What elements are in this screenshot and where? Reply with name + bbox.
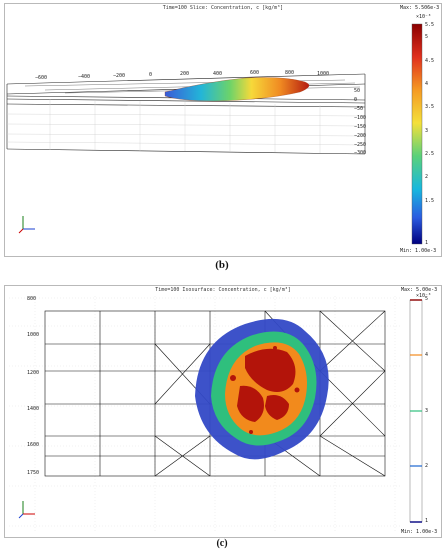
y-tick: 0 bbox=[354, 97, 357, 103]
figure-caption-c: (c) bbox=[216, 538, 228, 549]
concentration-slice bbox=[164, 77, 310, 102]
colorbar-tick: 1 bbox=[425, 518, 429, 524]
x-tick: 1000 bbox=[317, 71, 329, 77]
y-tick: 1400 bbox=[27, 406, 39, 412]
y-tick: −50 bbox=[354, 106, 363, 112]
colorbar-tick: 4.5 bbox=[425, 58, 435, 64]
colorbar-min-label: Min: 1.00e-3 bbox=[400, 248, 437, 254]
x-tick: −600 bbox=[35, 75, 47, 81]
colorbar-exponent: ×10⁻³ bbox=[416, 293, 432, 299]
x-tick: 0 bbox=[149, 72, 152, 78]
axis-triad-icon bbox=[18, 216, 35, 234]
colorbar-gradient bbox=[411, 23, 423, 245]
isosurface-plot-canvas[interactable]: 800 1000 1200 1400 1600 1750 bbox=[5, 286, 441, 537]
y-tick: 50 bbox=[354, 88, 360, 94]
y-tick: 1200 bbox=[27, 370, 39, 376]
x-tick: 600 bbox=[250, 70, 259, 76]
x-tick: 800 bbox=[285, 70, 294, 76]
colorbar-tick: 1.5 bbox=[425, 198, 435, 204]
colorbar-tick: 4 bbox=[425, 352, 429, 358]
colorbar-tick: 5 bbox=[425, 34, 429, 40]
axis-triad-icon bbox=[18, 501, 35, 519]
figure-caption-b: (b) bbox=[215, 259, 229, 271]
mesh-grid bbox=[6, 99, 366, 153]
y-tick: 800 bbox=[27, 296, 36, 302]
colorbar-tick: 2.5 bbox=[425, 151, 435, 157]
x-tick: −200 bbox=[113, 73, 125, 79]
y-tick: −100 bbox=[354, 115, 366, 121]
y-axis-ticks: 50 0 −50 −100 −150 −200 −250 −300 bbox=[354, 88, 366, 156]
colorbar-max-label: Max: 5.00e-3 bbox=[401, 287, 438, 293]
y-tick: −300 bbox=[354, 150, 366, 156]
colorbar-tick: 5.5 bbox=[425, 22, 435, 28]
y-tick: −150 bbox=[354, 124, 366, 130]
isosurface-red bbox=[230, 346, 300, 434]
y-tick: −250 bbox=[354, 142, 366, 148]
x-tick: 400 bbox=[213, 71, 222, 77]
y-tick: −200 bbox=[354, 133, 366, 139]
colorbar-tick: 3.5 bbox=[425, 104, 435, 110]
x-tick: 200 bbox=[180, 71, 189, 77]
x-axis-ticks: −600 −400 −200 0 200 400 600 800 1000 bbox=[35, 70, 329, 81]
y-tick: 1750 bbox=[27, 470, 39, 476]
colorbar-tick: 5 bbox=[425, 296, 429, 302]
colorbar-tick: 3 bbox=[425, 128, 429, 134]
mesh-box bbox=[6, 73, 366, 155]
x-tick: −400 bbox=[78, 74, 90, 80]
colorbar-min-label: Min: 1.00e-3 bbox=[401, 529, 438, 535]
y-tick: 1000 bbox=[27, 332, 39, 338]
colorbar-tick: 1 bbox=[425, 240, 429, 246]
slice-plot-canvas[interactable]: −600 −400 −200 0 200 400 600 800 1000 50… bbox=[5, 4, 441, 256]
isosurface-plot-panel: Time=100 Isosurface: Concentration, c [k… bbox=[4, 285, 442, 538]
colorbar-exponent: ×10⁻³ bbox=[416, 14, 432, 20]
colorbar-tick: 4 bbox=[425, 81, 429, 87]
plot-title: Time=100 Slice: Concentration, c [kg/m³] bbox=[162, 5, 284, 11]
plot-title: Time=100 Isosurface: Concentration, c [k… bbox=[155, 287, 291, 293]
y-tick: 1600 bbox=[27, 442, 39, 448]
slice-plot-panel: Time=100 Slice: Concentration, c [kg/m³] bbox=[4, 3, 442, 257]
y-axis-ticks: 800 1000 1200 1400 1600 1750 bbox=[27, 296, 39, 476]
colorbar-tick: 2 bbox=[425, 463, 429, 469]
colorbar-tick: 3 bbox=[425, 408, 429, 414]
colorbar-tick: 2 bbox=[425, 174, 429, 180]
colorbar-max-label: Max: 5.506e-3 bbox=[400, 5, 440, 11]
